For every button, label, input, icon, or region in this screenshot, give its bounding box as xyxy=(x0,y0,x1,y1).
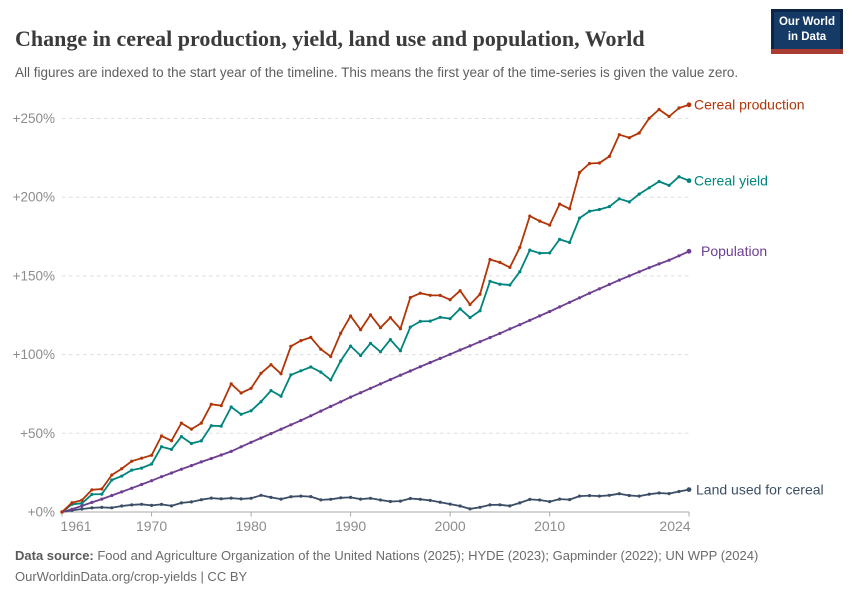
series-line-population[interactable] xyxy=(61,250,690,513)
series-label-land-used-for-cereal[interactable]: Land used for cereal xyxy=(696,481,824,497)
series-line-cereal-production[interactable] xyxy=(61,103,690,513)
series-line-land-used-for-cereal[interactable] xyxy=(61,488,690,513)
y-axis-tick-label: +50% xyxy=(20,426,55,441)
series-label-cereal-yield[interactable]: Cereal yield xyxy=(694,172,768,188)
data-source-text: Food and Agriculture Organization of the… xyxy=(93,548,759,563)
series-points-cereal-yield xyxy=(60,175,692,514)
owid-logo-text: Our World in Data xyxy=(774,12,840,49)
citation-line: OurWorldinData.org/crop-yields | CC BY xyxy=(15,569,248,584)
series-points-land-used-for-cereal xyxy=(60,487,692,514)
data-source-label: Data source: xyxy=(15,548,94,563)
series-points-cereal-production xyxy=(60,102,692,514)
owid-logo[interactable]: Our World in Data xyxy=(771,9,843,54)
chart-footer: Data source: Food and Agriculture Organi… xyxy=(15,545,815,587)
x-axis-tick-label: 2000 xyxy=(435,518,466,534)
logo-text-line2: in Data xyxy=(787,30,827,43)
y-axis-tick-label: +0% xyxy=(28,505,55,520)
y-axis-tick-label: +250% xyxy=(13,111,55,126)
series-line-cereal-yield[interactable] xyxy=(61,175,690,513)
x-axis-tick-label: 1980 xyxy=(236,518,267,534)
series-points-population xyxy=(60,248,692,514)
page-title: Change in cereal production, yield, land… xyxy=(15,25,645,51)
data-source-line: Data source: Food and Agriculture Organi… xyxy=(15,545,815,566)
x-axis-tick-label: 2010 xyxy=(534,518,565,534)
x-axis-tick-label: 1961 xyxy=(60,518,91,534)
logo-text-line1: Our World xyxy=(778,16,835,28)
series-label-cereal-production[interactable]: Cereal production xyxy=(694,97,805,113)
y-axis-tick-label: +100% xyxy=(13,347,55,362)
y-axis-tick-label: +200% xyxy=(13,190,55,205)
y-axis-tick-label: +150% xyxy=(13,268,55,283)
x-axis-tick-label: 1990 xyxy=(335,518,366,534)
series-label-population[interactable]: Population xyxy=(701,243,767,259)
x-axis-tick-label: 2024 xyxy=(659,518,690,534)
logo-red-bar xyxy=(771,48,843,54)
chart-subtitle: All figures are indexed to the start yea… xyxy=(15,64,739,80)
x-axis-tick-label: 1970 xyxy=(136,518,167,534)
